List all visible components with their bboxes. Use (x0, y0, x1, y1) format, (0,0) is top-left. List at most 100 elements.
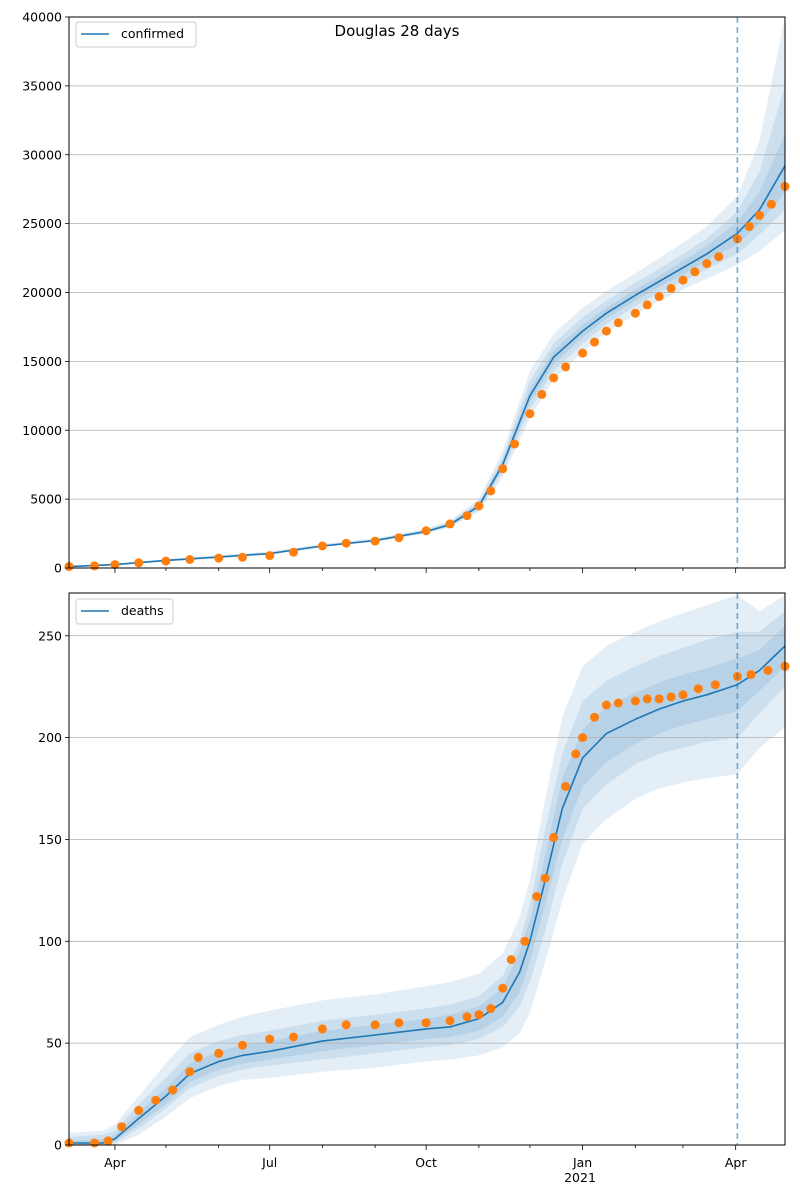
deaths-observed-point (506, 955, 516, 965)
confirmed-observed-point (630, 308, 640, 318)
deaths-legend-label: deaths (121, 603, 164, 618)
x-tick-label-jul: Jul (261, 1155, 277, 1170)
confirmed-observed-point (766, 199, 776, 209)
deaths-observed-point (317, 1024, 327, 1034)
deaths-observed-point (421, 1018, 431, 1028)
confirmed-observed-point (134, 558, 144, 568)
deaths-observed-point (370, 1020, 380, 1030)
confirmed-observed-point (654, 292, 664, 302)
confirmed-axes: 0 5000 10000 15000 20000 25000 30000 35000 40000… (22, 10, 790, 576)
deaths-observed-point (763, 665, 773, 675)
confirmed-x-ticks (114, 568, 737, 573)
confirmed-observed-points (64, 181, 790, 572)
confirmed-legend-label: confirmed (121, 26, 184, 41)
deaths-observed-point (532, 892, 542, 901)
deaths-observed-point (462, 1012, 472, 1022)
confirmed-observed-point (561, 362, 571, 372)
deaths-y-tick-label-150: 150 (38, 832, 62, 847)
deaths-band-2 (69, 625, 785, 1145)
confirmed-observed-point (590, 337, 599, 347)
deaths-observed-point (666, 692, 676, 702)
deaths-observed-point (394, 1018, 404, 1028)
confirmed-observed-point (613, 318, 623, 328)
confirmed-y-tick-label-0: 0 (54, 561, 62, 576)
deaths-y-tick-label-250: 250 (38, 628, 62, 643)
deaths-observed-point (474, 1010, 484, 1020)
deaths-observed-point (693, 684, 703, 694)
x-tick-label-oct: Oct (415, 1155, 437, 1170)
confirmed-observed-point (317, 541, 327, 551)
deaths-observed-point (445, 1016, 455, 1026)
confirmed-observed-point (474, 501, 484, 511)
figure-title: Douglas 28 days (335, 22, 460, 40)
deaths-observed-point (168, 1085, 178, 1095)
confirmed-observed-point (370, 536, 380, 546)
deaths-observed-point (214, 1048, 224, 1058)
deaths-y-tick-label-50: 50 (46, 1036, 62, 1051)
deaths-observed-point (654, 694, 664, 704)
confirmed-observed-point (510, 439, 520, 449)
deaths-y-tick-label-100: 100 (38, 934, 62, 949)
deaths-observed-point (630, 696, 640, 706)
deaths-observed-point (117, 1122, 127, 1132)
deaths-band-0 (69, 595, 785, 1145)
confirmed-observed-point (265, 551, 275, 561)
deaths-observed-point (746, 670, 756, 679)
confirmed-observed-point (601, 326, 611, 336)
deaths-confidence-bands (69, 595, 785, 1145)
confirmed-y-tick-label-40000: 40000 (22, 10, 62, 25)
deaths-observed-point (134, 1105, 144, 1115)
confirmed-observed-point (421, 526, 431, 536)
x-tick-label-jan: Jan (572, 1155, 592, 1170)
confirmed-legend: confirmed (75, 21, 197, 48)
deaths-observed-point (601, 700, 611, 710)
confirmed-observed-point (678, 275, 688, 285)
confirmed-observed-point (486, 486, 496, 496)
confirmed-observed-point (238, 552, 247, 562)
deaths-observed-point (341, 1020, 351, 1030)
confirmed-observed-point (341, 538, 351, 548)
deaths-legend: deaths (75, 598, 174, 625)
deaths-axes: 0 50 100 150 200 250 deaths (38, 592, 790, 1153)
deaths-y-axis: 0 50 100 150 200 250 (38, 628, 69, 1153)
deaths-observed-point (90, 1138, 99, 1148)
confirmed-y-tick-label-30000: 30000 (22, 147, 62, 162)
x-tick-label-apr-2021: Apr (725, 1155, 747, 1170)
deaths-observed-point (578, 733, 588, 743)
confirmed-observed-point (525, 409, 535, 419)
confirmed-observed-point (549, 373, 559, 383)
confirmed-observed-point (744, 221, 754, 231)
deaths-observed-point (486, 1004, 496, 1013)
confirmed-observed-point (462, 511, 472, 521)
confirmed-observed-point (289, 547, 298, 557)
deaths-observed-point (710, 680, 720, 690)
confirmed-y-tick-label-25000: 25000 (22, 216, 62, 231)
confirmed-observed-point (666, 283, 676, 293)
confirmed-y-tick-label-5000: 5000 (30, 492, 62, 507)
deaths-observed-point (289, 1032, 298, 1042)
confirmed-y-tick-label-35000: 35000 (22, 78, 62, 93)
confirmed-observed-point (714, 252, 724, 262)
confirmed-observed-point (394, 533, 404, 543)
confirmed-observed-point (702, 259, 712, 269)
deaths-observed-point (540, 873, 550, 883)
confirmed-y-tick-label-20000: 20000 (22, 285, 62, 300)
confirmed-observed-point (185, 555, 195, 564)
deaths-axes-frame (68, 592, 786, 1146)
deaths-legend-box (75, 598, 174, 625)
deaths-observed-point (498, 983, 508, 993)
deaths-observed-point (193, 1052, 203, 1062)
x-tick-label-apr-2020: Apr (104, 1155, 126, 1170)
confirmed-observed-point (498, 464, 508, 474)
deaths-observed-point (238, 1040, 247, 1050)
confirmed-observed-point (690, 267, 700, 277)
x-axis-labels: Apr Jul Oct Jan Apr 2021 (104, 1155, 747, 1185)
deaths-observed-point (590, 712, 599, 722)
deaths-observed-point (571, 749, 581, 759)
deaths-observed-point (678, 690, 688, 700)
deaths-observed-point (265, 1034, 275, 1044)
deaths-observed-point (549, 832, 559, 842)
confirmed-observed-point (755, 210, 764, 220)
deaths-observed-point (642, 694, 652, 704)
